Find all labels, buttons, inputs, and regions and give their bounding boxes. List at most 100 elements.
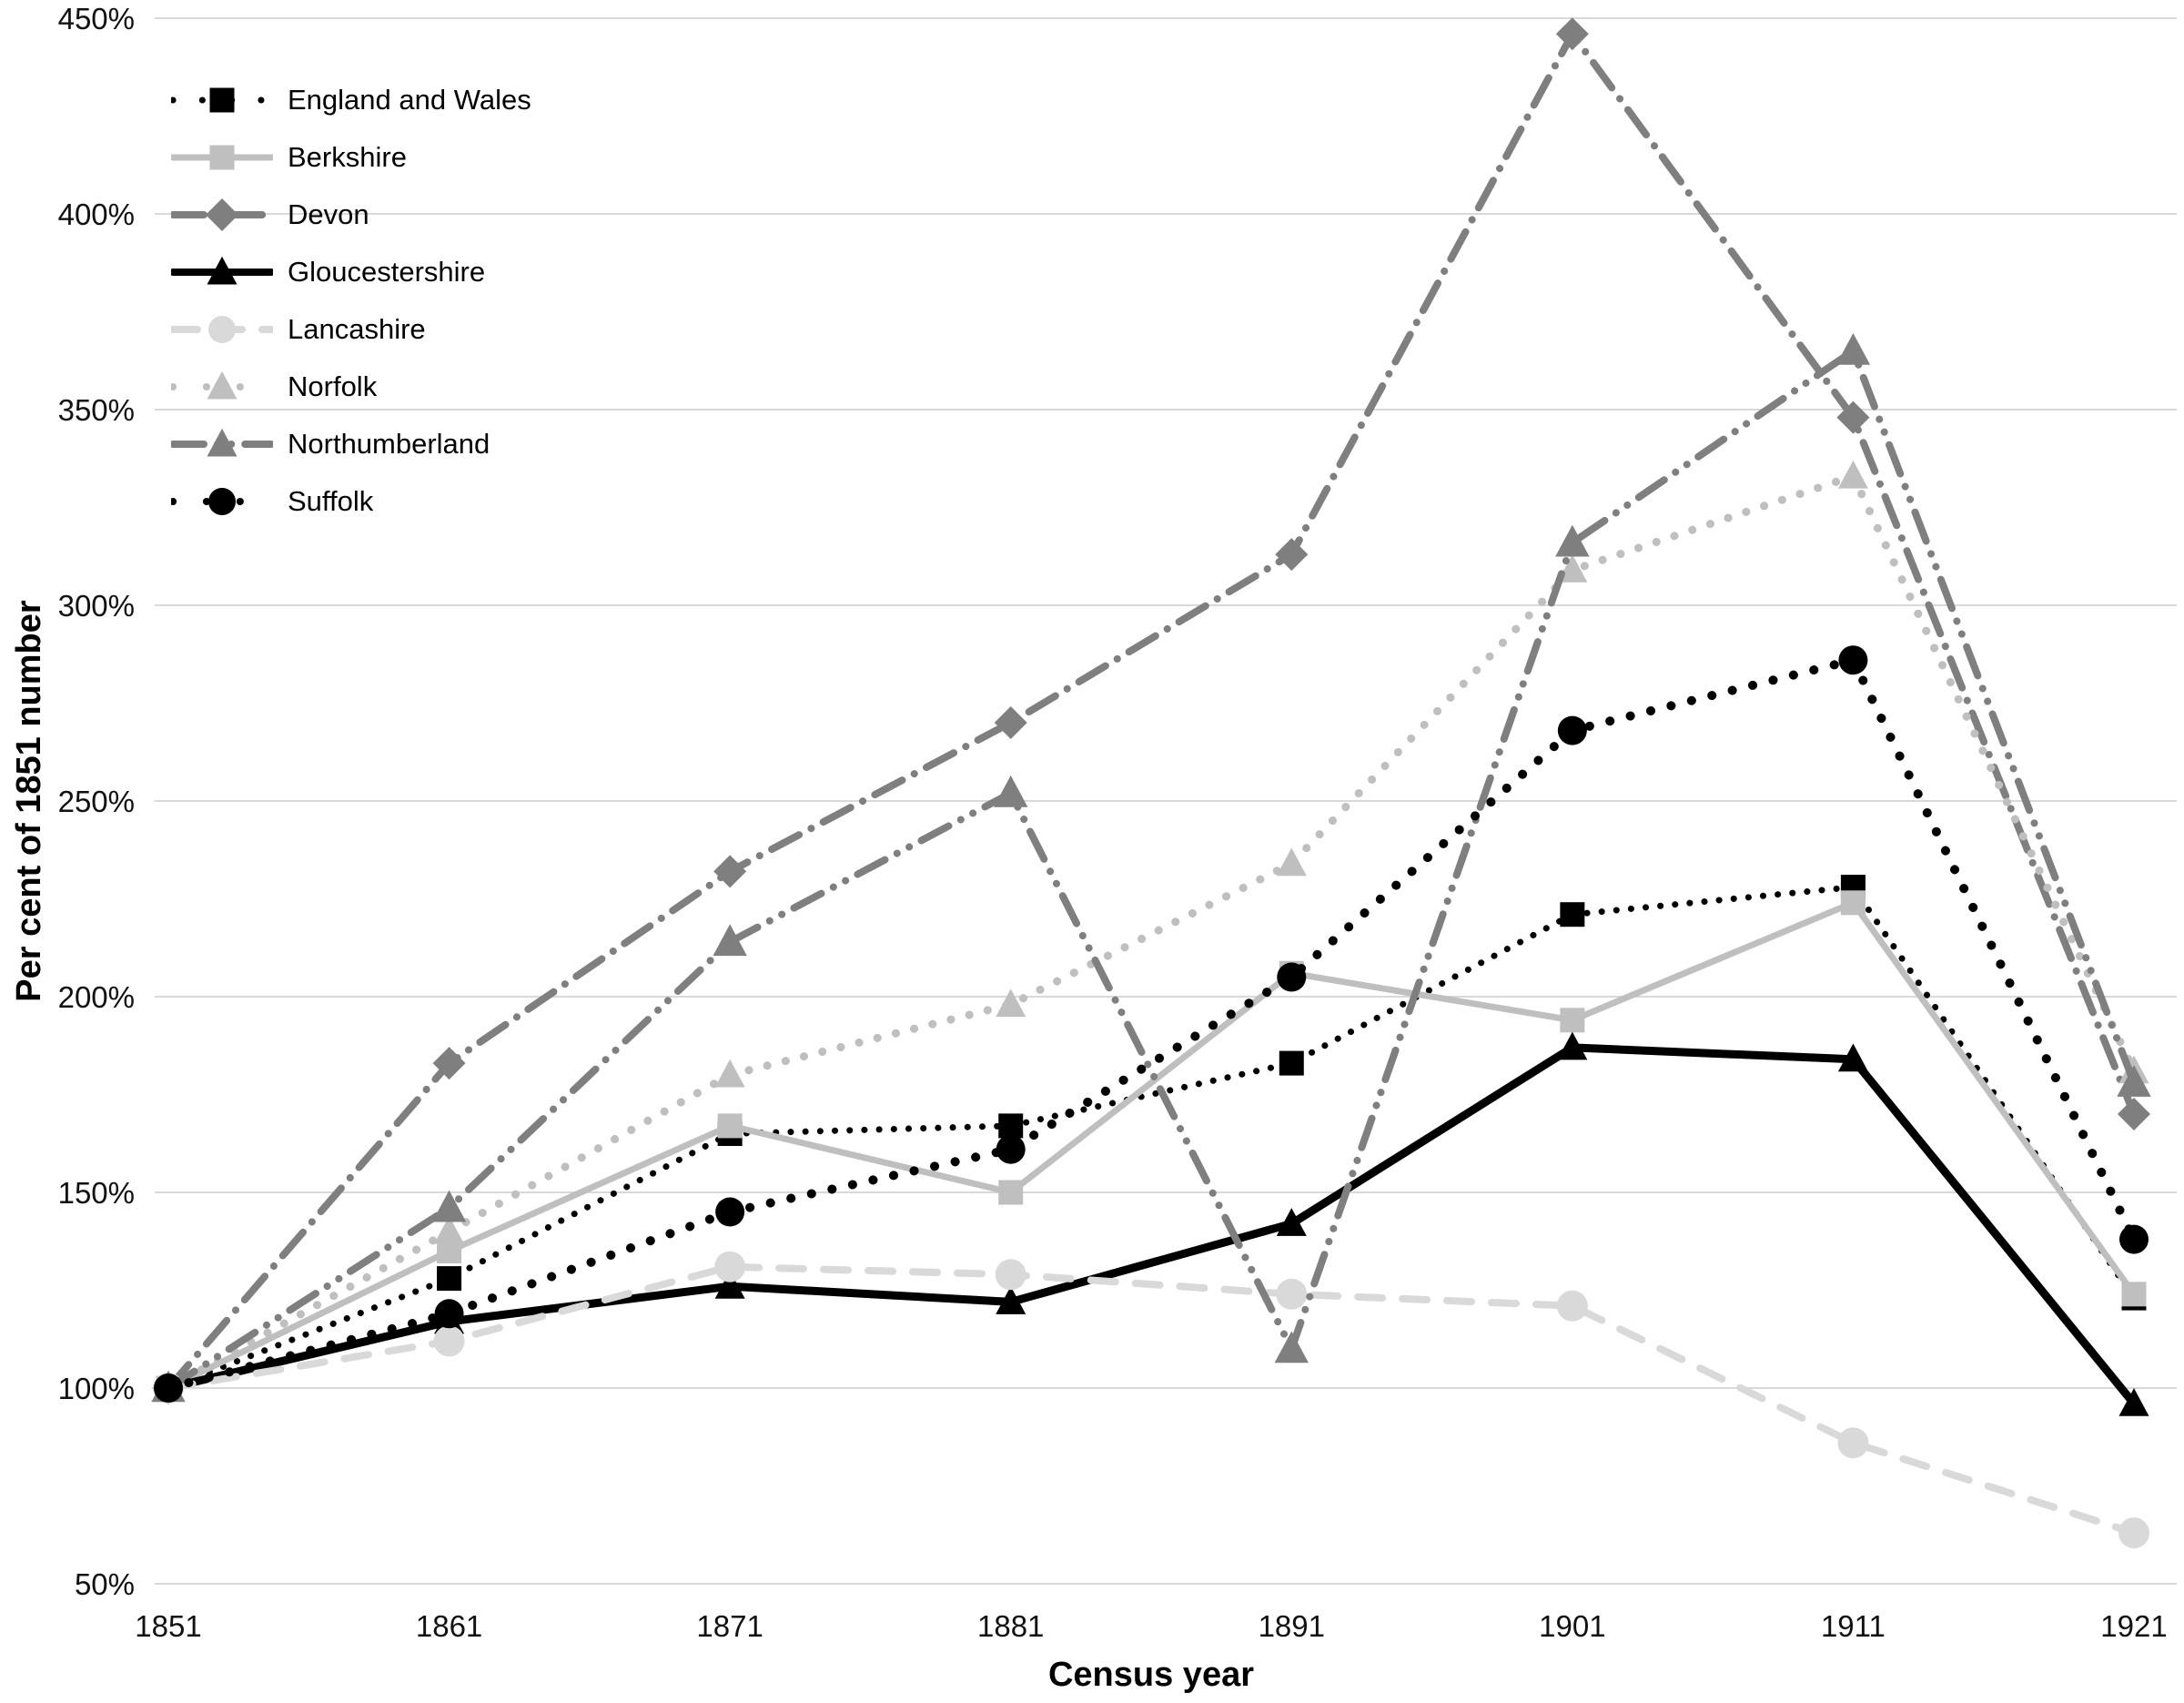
data-point-gloucestershire-1901 bbox=[1557, 1031, 1588, 1060]
data-point-devon-1861 bbox=[432, 1047, 466, 1080]
x-tick-label: 1881 bbox=[977, 1609, 1044, 1643]
legend-marker-england-and-wales bbox=[209, 87, 235, 112]
y-tick-label: 300% bbox=[58, 589, 135, 623]
legend-sample-england-and-wales bbox=[171, 87, 273, 112]
legend-label-northumberland: Northumberland bbox=[288, 427, 490, 460]
legend-sample-northumberland bbox=[171, 428, 273, 456]
data-point-lancashire-1921 bbox=[2118, 1517, 2149, 1549]
data-point-berkshire-1871 bbox=[717, 1113, 743, 1139]
legend-sample-norfolk bbox=[171, 370, 273, 399]
legend-sample-devon bbox=[171, 198, 273, 231]
data-point-northumberland-1881 bbox=[994, 775, 1028, 807]
legend-item-gloucestershire: Gloucestershire bbox=[171, 243, 531, 300]
data-point-northumberland-1901 bbox=[1555, 524, 1590, 557]
data-point-gloucestershire-1911 bbox=[1837, 1043, 1868, 1072]
series-layer bbox=[151, 17, 2151, 1549]
legend-item-suffolk: Suffolk bbox=[171, 472, 531, 530]
data-point-devon-1911 bbox=[1836, 400, 1870, 434]
legend-sample-suffolk bbox=[171, 487, 273, 515]
data-point-norfolk-1911 bbox=[1837, 460, 1868, 489]
x-tick-label: 1901 bbox=[1539, 1609, 1605, 1643]
data-point-england-and-wales-1861 bbox=[437, 1266, 462, 1292]
legend-marker-berkshire bbox=[209, 145, 235, 169]
gridlines bbox=[155, 17, 2177, 1585]
legend-label-devon: Devon bbox=[288, 198, 369, 230]
series-line-devon bbox=[165, 30, 2138, 1392]
data-point-england-and-wales-1901 bbox=[1560, 902, 1585, 928]
legend-marker-devon bbox=[206, 198, 238, 231]
data-point-suffolk-1861 bbox=[434, 1299, 464, 1329]
y-tick-label: 50% bbox=[75, 1567, 135, 1601]
y-tick-label: 200% bbox=[58, 980, 135, 1014]
data-point-northumberland-1921 bbox=[2117, 1065, 2151, 1097]
x-tick-label: 1851 bbox=[135, 1609, 201, 1643]
legend-marker-suffolk bbox=[208, 487, 236, 515]
legend-item-devon: Devon bbox=[171, 186, 531, 243]
legend-marker-norfolk bbox=[207, 370, 238, 399]
data-point-berkshire-1901 bbox=[1560, 1008, 1585, 1033]
data-point-berkshire-1921 bbox=[2121, 1282, 2147, 1307]
legend-marker-northumberland bbox=[207, 428, 238, 456]
data-point-northumberland-1861 bbox=[431, 1190, 467, 1222]
data-point-gloucestershire-1891 bbox=[1276, 1208, 1307, 1236]
y-tick-label: 400% bbox=[58, 198, 135, 231]
legend-sample-berkshire bbox=[171, 145, 273, 169]
legend-marker-lancashire bbox=[208, 315, 236, 343]
data-point-devon-1871 bbox=[713, 855, 747, 888]
data-point-norfolk-1881 bbox=[996, 988, 1026, 1018]
legend-item-lancashire: Lancashire bbox=[171, 300, 531, 358]
data-point-berkshire-1911 bbox=[1840, 890, 1866, 916]
legend-label-england-and-wales: England and Wales bbox=[288, 83, 531, 116]
legend-label-suffolk: Suffolk bbox=[288, 484, 374, 517]
data-point-northumberland-1911 bbox=[1835, 332, 1871, 365]
legend: England and Wales Berkshire Devon Glouceste… bbox=[171, 71, 531, 530]
x-tick-label: 1861 bbox=[416, 1609, 482, 1643]
data-point-lancashire-1871 bbox=[714, 1251, 746, 1282]
data-point-norfolk-1901 bbox=[1557, 554, 1588, 583]
legend-marker-gloucestershire bbox=[207, 256, 238, 284]
y-tick-label: 350% bbox=[58, 393, 135, 427]
legend-label-gloucestershire: Gloucestershire bbox=[288, 255, 486, 288]
series-line-lancashire bbox=[165, 1262, 2138, 1537]
y-axis-tick-labels: 450% 400% 350% 300% 250% 200% 150% 100% 50% bbox=[58, 2, 135, 1601]
data-point-norfolk-1871 bbox=[714, 1059, 745, 1088]
y-tick-label: 450% bbox=[58, 2, 135, 35]
legend-item-northumberland: Northumberland bbox=[171, 415, 531, 472]
legend-item-england-and-wales: England and Wales bbox=[171, 71, 531, 128]
legend-item-norfolk: Norfolk bbox=[171, 358, 531, 415]
legend-sample-lancashire bbox=[171, 315, 273, 343]
series-line-norfolk bbox=[164, 471, 2138, 1393]
data-point-suffolk-1871 bbox=[715, 1197, 745, 1227]
legend-sample-gloucestershire bbox=[171, 256, 273, 284]
data-point-norfolk-1861 bbox=[434, 1215, 465, 1244]
data-point-lancashire-1901 bbox=[1556, 1290, 1588, 1322]
y-axis-title: Per cent of 1851 number bbox=[10, 600, 48, 1002]
x-tick-label: 1911 bbox=[1821, 1609, 1886, 1643]
data-point-norfolk-1891 bbox=[1276, 847, 1307, 877]
data-point-suffolk-1921 bbox=[2119, 1224, 2149, 1254]
data-point-suffolk-1911 bbox=[1838, 645, 1868, 675]
data-point-suffolk-1901 bbox=[1557, 715, 1587, 745]
data-point-lancashire-1861 bbox=[433, 1325, 465, 1357]
series-gloucestershire bbox=[153, 1031, 2149, 1416]
x-tick-label: 1871 bbox=[696, 1609, 763, 1643]
series-suffolk bbox=[154, 645, 2149, 1403]
data-point-lancashire-1881 bbox=[995, 1259, 1026, 1291]
data-point-berkshire-1881 bbox=[998, 1180, 1024, 1205]
data-point-northumberland-1871 bbox=[713, 924, 747, 957]
x-axis-title: Census year bbox=[1048, 1656, 1254, 1694]
series-line-suffolk bbox=[164, 655, 2138, 1393]
data-point-lancashire-1911 bbox=[1837, 1427, 1869, 1459]
series-lancashire bbox=[153, 1251, 2149, 1549]
data-point-northumberland-1891 bbox=[1274, 1331, 1309, 1363]
data-point-gloucestershire-1881 bbox=[996, 1286, 1026, 1314]
series-line-northumberland bbox=[165, 347, 2138, 1392]
x-tick-label: 1921 bbox=[2100, 1609, 2167, 1643]
data-point-devon-1891 bbox=[1275, 538, 1309, 572]
data-point-england-and-wales-1881 bbox=[998, 1113, 1024, 1139]
series-line-england-and-wales bbox=[165, 884, 2138, 1392]
y-tick-label: 250% bbox=[58, 785, 135, 818]
y-tick-label: 100% bbox=[58, 1372, 135, 1405]
data-point-gloucestershire-1871 bbox=[714, 1270, 745, 1299]
